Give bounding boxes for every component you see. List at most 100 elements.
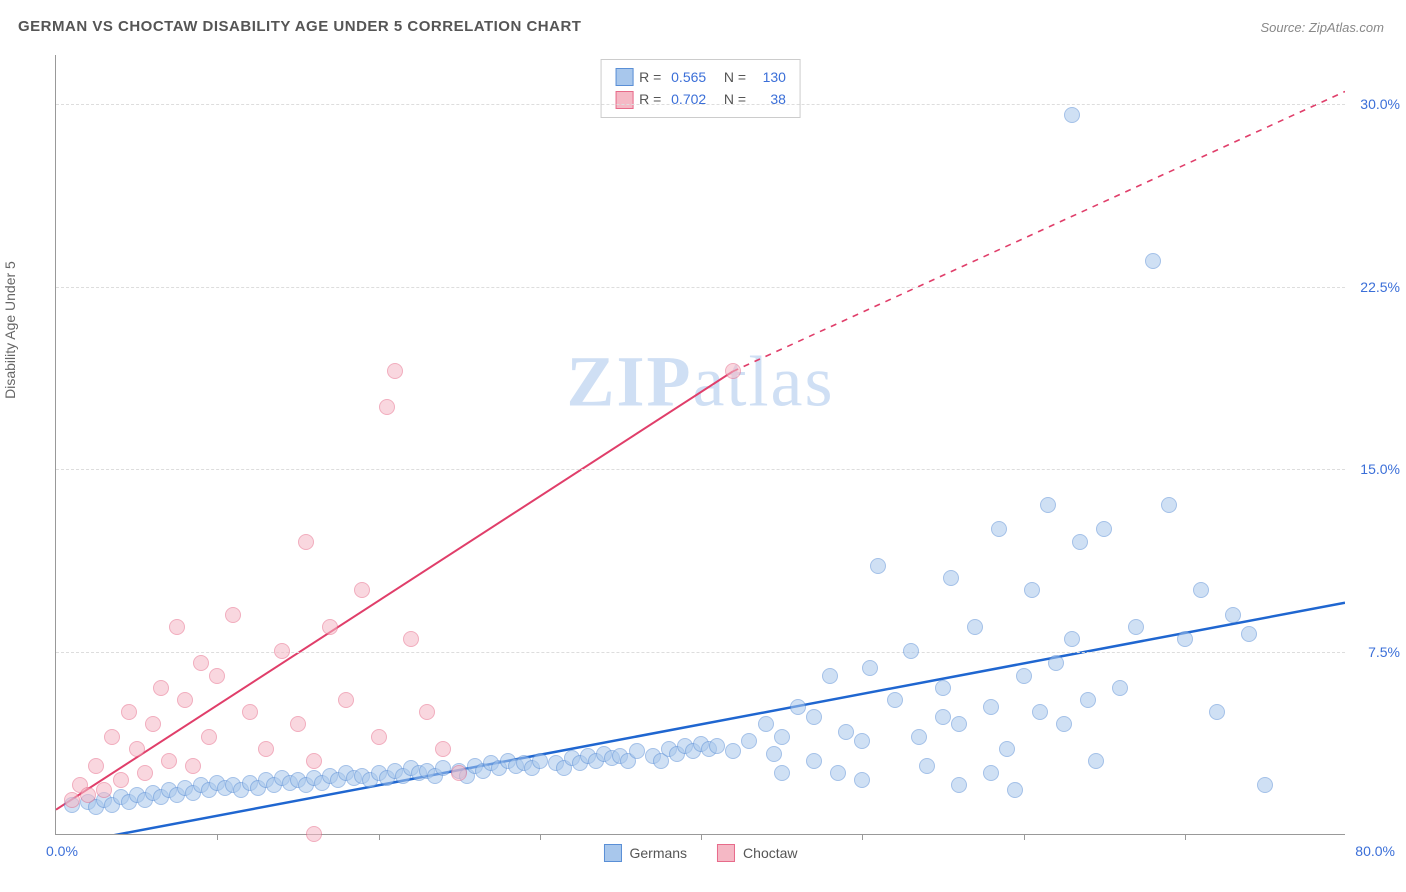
x-tick — [1185, 834, 1186, 840]
data-point — [161, 753, 177, 769]
data-point — [1112, 680, 1128, 696]
data-point — [911, 729, 927, 745]
data-point — [1007, 782, 1023, 798]
x-tick — [217, 834, 218, 840]
data-point — [1145, 253, 1161, 269]
legend-label: Choctaw — [743, 845, 797, 861]
data-point — [790, 699, 806, 715]
legend-n-label: N = — [712, 88, 750, 110]
data-point — [185, 758, 201, 774]
gridline — [56, 287, 1345, 288]
data-point — [1128, 619, 1144, 635]
legend-row: R = 0.702 N = 38 — [615, 88, 786, 110]
data-point — [725, 743, 741, 759]
data-point — [153, 680, 169, 696]
data-point — [145, 716, 161, 732]
data-point — [338, 692, 354, 708]
correlation-legend: R = 0.565 N = 130R = 0.702 N = 38 — [600, 59, 801, 118]
data-point — [1040, 497, 1056, 513]
data-point — [225, 607, 241, 623]
data-point — [1209, 704, 1225, 720]
data-point — [1257, 777, 1273, 793]
data-point — [403, 631, 419, 647]
x-tick — [1024, 834, 1025, 840]
data-point — [1032, 704, 1048, 720]
data-point — [201, 729, 217, 745]
legend-swatch — [603, 844, 621, 862]
legend-swatch — [717, 844, 735, 862]
data-point — [1064, 107, 1080, 123]
data-point — [919, 758, 935, 774]
data-point — [629, 743, 645, 759]
data-point — [854, 772, 870, 788]
data-point — [1096, 521, 1112, 537]
data-point — [854, 733, 870, 749]
data-point — [1193, 582, 1209, 598]
data-point — [88, 758, 104, 774]
y-tick-label: 15.0% — [1360, 461, 1400, 477]
data-point — [999, 741, 1015, 757]
data-point — [967, 619, 983, 635]
data-point — [983, 765, 999, 781]
chart-title: GERMAN VS CHOCTAW DISABILITY AGE UNDER 5… — [18, 18, 581, 35]
x-tick — [701, 834, 702, 840]
data-point — [532, 753, 548, 769]
data-point — [983, 699, 999, 715]
y-tick-label: 30.0% — [1360, 96, 1400, 112]
data-point — [379, 399, 395, 415]
data-point — [322, 619, 338, 635]
data-point — [137, 765, 153, 781]
legend-n-value: 130 — [756, 66, 786, 88]
x-tick — [540, 834, 541, 840]
data-point — [371, 729, 387, 745]
data-point — [298, 534, 314, 550]
gridline — [56, 104, 1345, 105]
data-point — [64, 792, 80, 808]
data-point — [951, 716, 967, 732]
data-point — [1048, 655, 1064, 671]
data-point — [177, 692, 193, 708]
data-point — [943, 570, 959, 586]
data-point — [387, 363, 403, 379]
y-axis-label: Disability Age Under 5 — [2, 261, 18, 399]
data-point — [838, 724, 854, 740]
legend-n-label: N = — [712, 66, 750, 88]
x-tick — [862, 834, 863, 840]
source-name: ZipAtlas.com — [1309, 20, 1384, 35]
legend-item: Germans — [603, 844, 687, 862]
x-axis-end: 80.0% — [1355, 843, 1395, 859]
watermark-atlas: atlas — [693, 342, 835, 422]
data-point — [1064, 631, 1080, 647]
data-point — [709, 738, 725, 754]
data-point — [774, 765, 790, 781]
data-point — [935, 680, 951, 696]
x-axis-start: 0.0% — [46, 843, 78, 859]
data-point — [1161, 497, 1177, 513]
legend-r-label: R = — [639, 66, 665, 88]
trend-line-dashed — [733, 92, 1345, 372]
source-attribution: Source: ZipAtlas.com — [1260, 20, 1384, 35]
data-point — [419, 704, 435, 720]
series-legend: Germans Choctaw — [603, 844, 797, 862]
y-tick-label: 7.5% — [1368, 644, 1400, 660]
data-point — [1056, 716, 1072, 732]
legend-r-value: 0.702 — [671, 88, 706, 110]
data-point — [725, 363, 741, 379]
data-point — [451, 765, 467, 781]
data-point — [306, 753, 322, 769]
data-point — [169, 619, 185, 635]
legend-r-value: 0.565 — [671, 66, 706, 88]
data-point — [242, 704, 258, 720]
data-point — [104, 729, 120, 745]
data-point — [435, 741, 451, 757]
data-point — [258, 741, 274, 757]
data-point — [951, 777, 967, 793]
data-point — [774, 729, 790, 745]
data-point — [830, 765, 846, 781]
legend-swatch — [615, 91, 633, 109]
data-point — [1225, 607, 1241, 623]
data-point — [274, 643, 290, 659]
data-point — [806, 753, 822, 769]
gridline — [56, 652, 1345, 653]
x-tick — [379, 834, 380, 840]
